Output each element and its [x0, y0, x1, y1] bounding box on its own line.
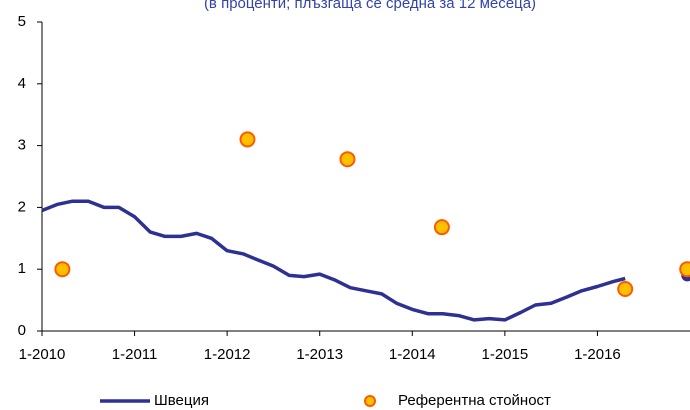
legend-marker: [364, 395, 376, 407]
x-tick-label: 1-2010: [19, 346, 66, 363]
scatter-point: [239, 131, 256, 148]
scatter-point: [617, 280, 634, 297]
y-tick-label: 5: [18, 13, 26, 30]
scatter-point: [339, 151, 356, 168]
y-tick-label: 0: [18, 322, 26, 339]
legend-label: Референтна стойност: [398, 392, 551, 409]
x-tick-label: 1-2014: [389, 346, 436, 363]
y-tick-label: 3: [18, 137, 26, 154]
x-tick-label: 1-2012: [204, 346, 251, 363]
legend-label: Швеция: [154, 392, 209, 409]
y-tick-label: 2: [18, 198, 26, 215]
scatter-point: [679, 261, 690, 278]
x-tick-label: 1-2015: [481, 346, 528, 363]
scatter-point: [54, 261, 71, 278]
y-tick-label: 1: [18, 260, 26, 277]
line: [41, 199, 626, 322]
x-tick-label: 1-2016: [574, 346, 621, 363]
chart-subtitle: (в проценти; плъзгаща се средна за 12 ме…: [204, 0, 536, 12]
x-tick-label: 1-2013: [296, 346, 343, 363]
scatter-point: [433, 219, 450, 236]
y-tick-label: 4: [18, 75, 26, 92]
x-tick-label: 1-2011: [112, 346, 158, 363]
